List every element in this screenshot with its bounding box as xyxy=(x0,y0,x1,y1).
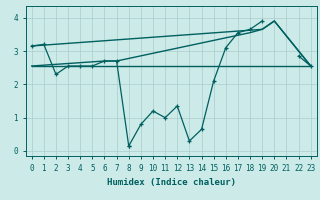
X-axis label: Humidex (Indice chaleur): Humidex (Indice chaleur) xyxy=(107,178,236,187)
